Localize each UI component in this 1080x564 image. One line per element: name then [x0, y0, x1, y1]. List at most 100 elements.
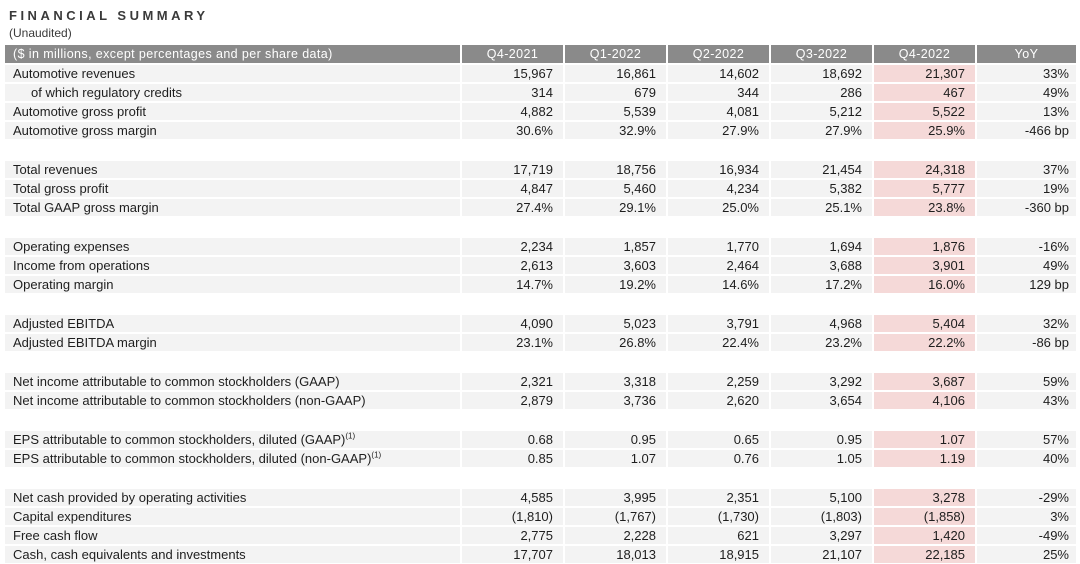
value-cell: 16,861: [563, 65, 666, 84]
value-cell: 4,968: [769, 315, 872, 334]
value-cell-highlight: 1.19: [872, 450, 975, 469]
table-row: Adjusted EBITDA margin 23.1% 26.8% 22.4% 23.…: [5, 334, 1076, 353]
yoy-cell: 32%: [975, 315, 1076, 334]
footnote-marker: (1): [371, 450, 382, 460]
value-cell: 23.1%: [460, 334, 563, 353]
value-cell: 19.2%: [563, 276, 666, 295]
yoy-cell: -49%: [975, 527, 1076, 546]
value-cell: 30.6%: [460, 122, 563, 141]
section-spacer: [5, 295, 1076, 315]
table-row: Operating margin 14.7% 19.2% 14.6% 17.2% 16.0…: [5, 276, 1076, 295]
value-cell-highlight: 1,876: [872, 238, 975, 257]
value-cell: 21,454: [769, 161, 872, 180]
value-cell: 2,228: [563, 527, 666, 546]
financial-summary-table: ($ in millions, except percentages and p…: [5, 45, 1076, 564]
value-cell: 0.85: [460, 450, 563, 469]
section-spacer: [5, 218, 1076, 238]
value-cell-highlight: 3,687: [872, 373, 975, 392]
value-cell: 5,382: [769, 180, 872, 199]
page-title: FINANCIAL SUMMARY: [9, 8, 209, 23]
row-label: Cash, cash equivalents and investments: [5, 546, 460, 564]
value-cell-highlight: 23.8%: [872, 199, 975, 218]
row-label: Total gross profit: [5, 180, 460, 199]
table-row: Capital expenditures (1,810) (1,767) (1,730…: [5, 508, 1076, 527]
value-cell: 2,613: [460, 257, 563, 276]
value-cell-highlight: 22.2%: [872, 334, 975, 353]
row-label: Income from operations: [5, 257, 460, 276]
row-label: EPS attributable to common stockholders,…: [5, 450, 460, 469]
value-cell: 4,847: [460, 180, 563, 199]
value-cell: 4,090: [460, 315, 563, 334]
yoy-cell: 19%: [975, 180, 1076, 199]
value-cell: 286: [769, 84, 872, 103]
value-cell: 25.1%: [769, 199, 872, 218]
value-cell: 3,791: [666, 315, 769, 334]
value-cell: 314: [460, 84, 563, 103]
value-cell: 3,318: [563, 373, 666, 392]
section-spacer: [5, 141, 1076, 161]
yoy-cell: -29%: [975, 489, 1076, 508]
value-cell-highlight: 5,404: [872, 315, 975, 334]
column-header-yoy: YoY: [975, 45, 1076, 65]
value-cell-highlight: 21,307: [872, 65, 975, 84]
value-cell: 621: [666, 527, 769, 546]
yoy-cell: 3%: [975, 508, 1076, 527]
value-cell: 1,694: [769, 238, 872, 257]
value-cell: 27.9%: [666, 122, 769, 141]
column-header-q2-2022: Q2-2022: [666, 45, 769, 65]
table-row: Net income attributable to common stockh…: [5, 373, 1076, 392]
value-cell-highlight: 16.0%: [872, 276, 975, 295]
yoy-cell: 59%: [975, 373, 1076, 392]
value-cell: 0.95: [769, 431, 872, 450]
yoy-cell: -360 bp: [975, 199, 1076, 218]
yoy-cell: 129 bp: [975, 276, 1076, 295]
value-cell: 18,915: [666, 546, 769, 564]
table-row: EPS attributable to common stockholders,…: [5, 450, 1076, 469]
value-cell: 2,464: [666, 257, 769, 276]
row-label: Automotive gross margin: [5, 122, 460, 141]
value-cell: 15,967: [460, 65, 563, 84]
value-cell-highlight: 5,522: [872, 103, 975, 122]
table-row: Cash, cash equivalents and investments 17…: [5, 546, 1076, 564]
column-header-q4-2021: Q4-2021: [460, 45, 563, 65]
row-label: Net income attributable to common stockh…: [5, 373, 460, 392]
value-cell-highlight: 22,185: [872, 546, 975, 564]
value-cell: 4,234: [666, 180, 769, 199]
yoy-cell: -466 bp: [975, 122, 1076, 141]
value-cell: 2,321: [460, 373, 563, 392]
value-cell-highlight: 3,278: [872, 489, 975, 508]
footnote-marker: (1): [345, 431, 356, 441]
value-cell: 5,023: [563, 315, 666, 334]
row-label: Capital expenditures: [5, 508, 460, 527]
table-row: Net income attributable to common stockh…: [5, 392, 1076, 411]
value-cell: 0.95: [563, 431, 666, 450]
value-cell: 3,297: [769, 527, 872, 546]
column-header-q1-2022: Q1-2022: [563, 45, 666, 65]
yoy-cell: 57%: [975, 431, 1076, 450]
value-cell-highlight: 4,106: [872, 392, 975, 411]
value-cell: 0.65: [666, 431, 769, 450]
value-cell-highlight: (1,858): [872, 508, 975, 527]
row-label: Adjusted EBITDA: [5, 315, 460, 334]
value-cell: (1,803): [769, 508, 872, 527]
table-row: Total GAAP gross margin 27.4% 29.1% 25.0% 25…: [5, 199, 1076, 218]
table-row: Total revenues 17,719 18,756 16,934 21,454 24…: [5, 161, 1076, 180]
value-cell: 21,107: [769, 546, 872, 564]
value-cell: (1,810): [460, 508, 563, 527]
value-cell: 5,460: [563, 180, 666, 199]
table-body: Automotive revenues 15,967 16,861 14,602 18,…: [5, 65, 1076, 564]
table-row: Income from operations 2,613 3,603 2,464 3,6…: [5, 257, 1076, 276]
value-cell: 14.6%: [666, 276, 769, 295]
value-cell: 18,013: [563, 546, 666, 564]
table-row: of which regulatory credits 314 679 344 286 4…: [5, 84, 1076, 103]
table-row: Net cash provided by operating activitie…: [5, 489, 1076, 508]
value-cell-highlight: 467: [872, 84, 975, 103]
value-cell: 2,259: [666, 373, 769, 392]
yoy-cell: 37%: [975, 161, 1076, 180]
yoy-cell: 49%: [975, 84, 1076, 103]
value-cell: 17,707: [460, 546, 563, 564]
value-cell: 2,234: [460, 238, 563, 257]
table-row: Adjusted EBITDA 4,090 5,023 3,791 4,968 5,404…: [5, 315, 1076, 334]
row-label: EPS attributable to common stockholders,…: [5, 431, 460, 450]
value-cell: 3,688: [769, 257, 872, 276]
